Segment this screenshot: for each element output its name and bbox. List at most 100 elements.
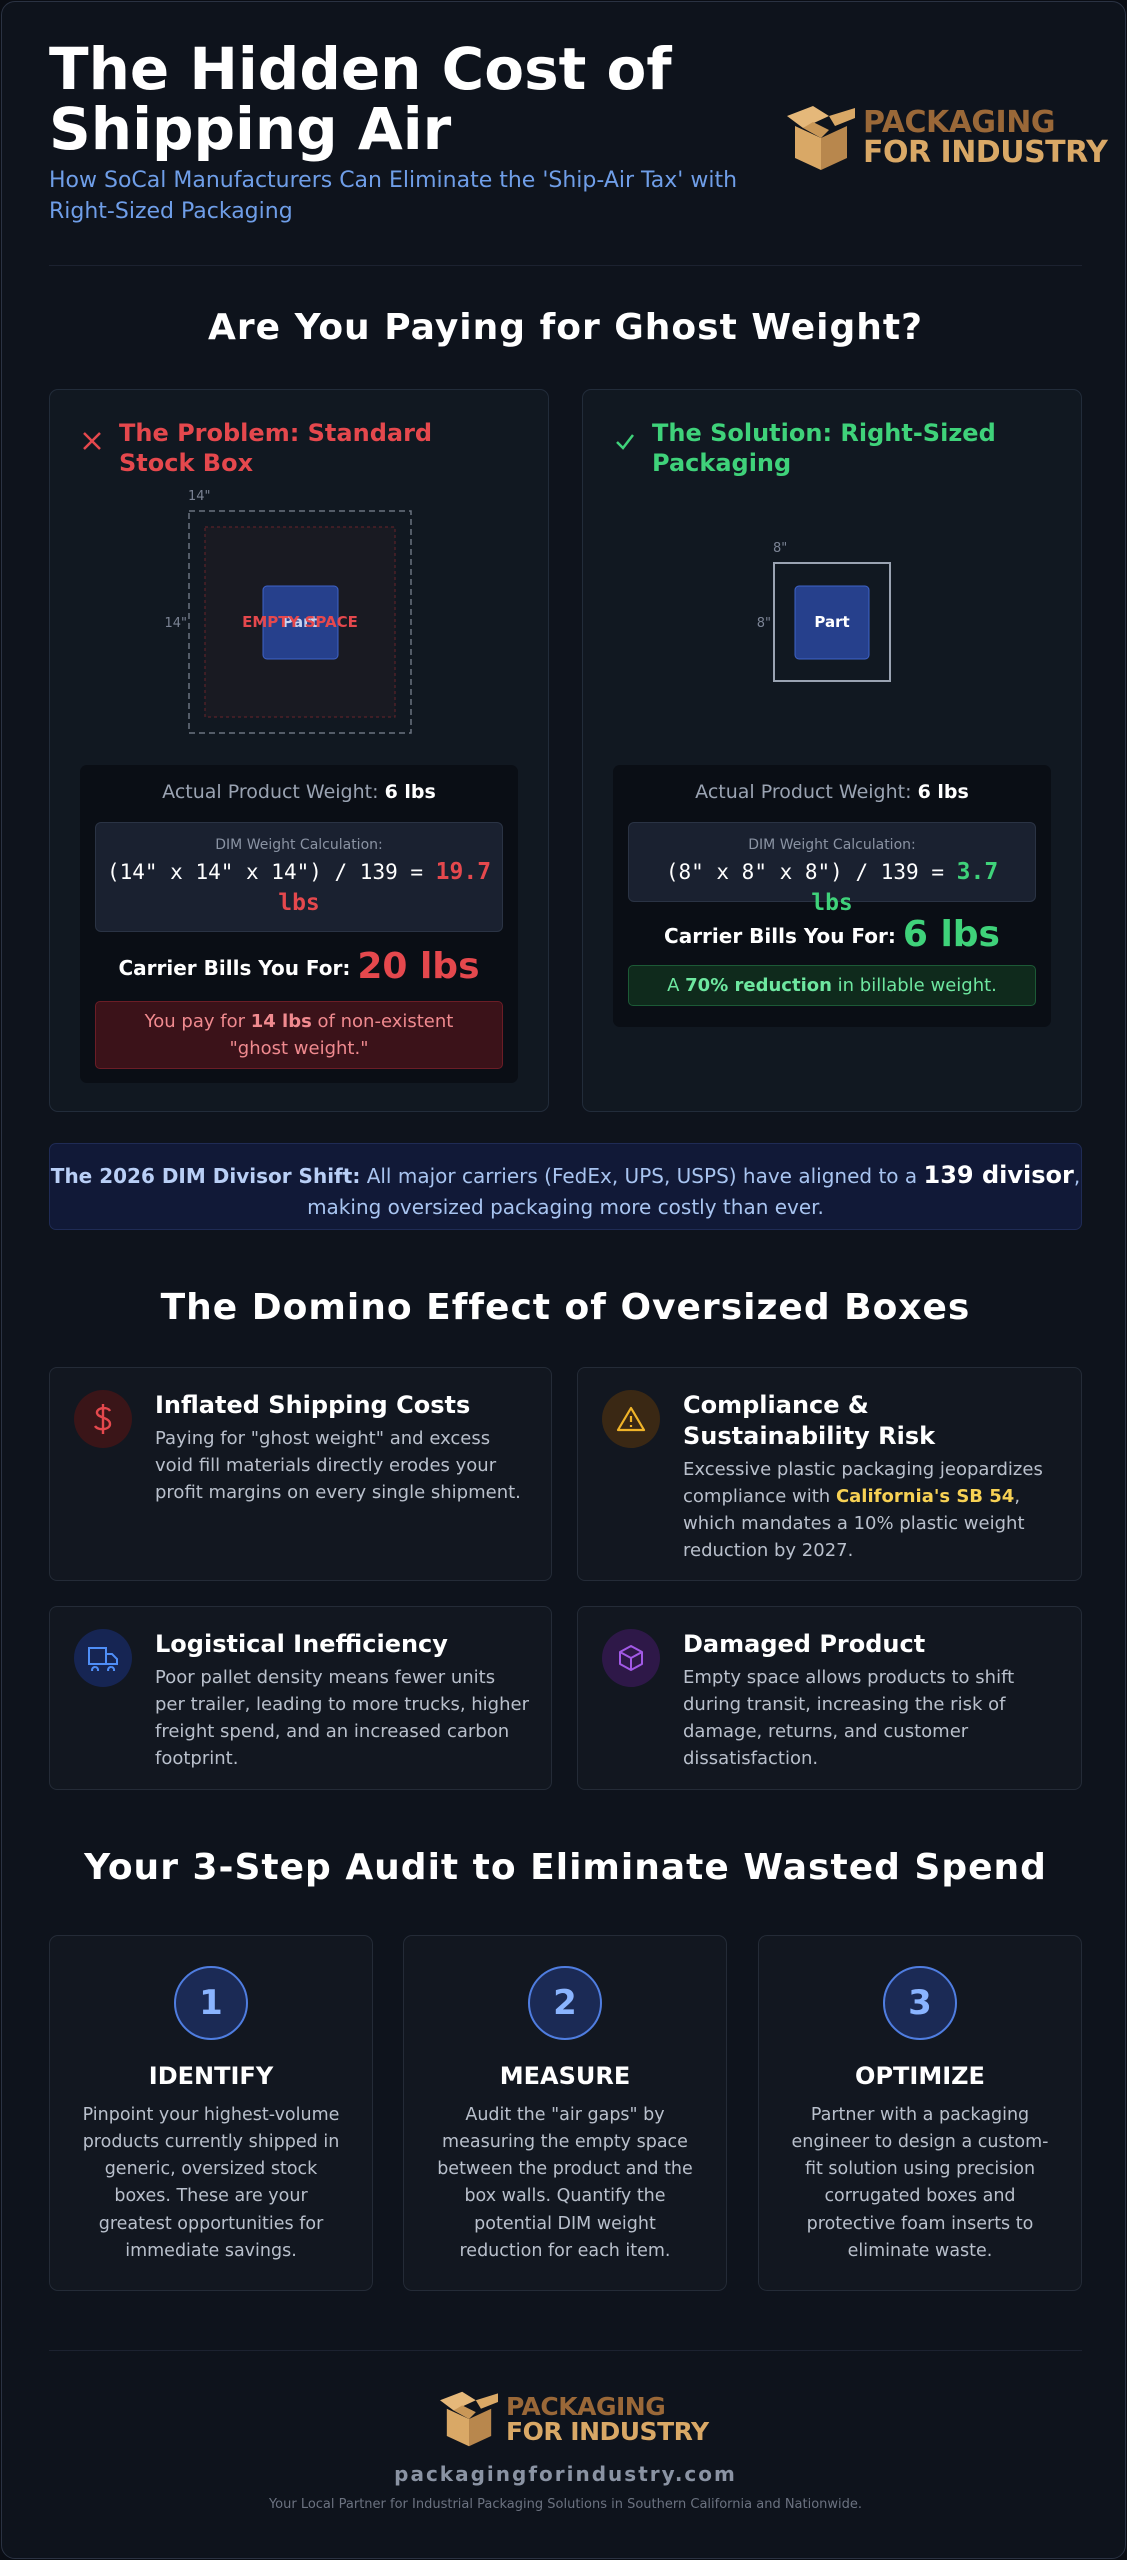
dim-result: 3.7 lbs — [811, 859, 999, 917]
icon — [602, 1390, 660, 1448]
banner-text: All major carriers (FedEx, UPS, USPS) ha… — [366, 1164, 918, 1188]
effect-card: Logistical Inefficiency Poor pallet dens… — [49, 1606, 552, 1790]
banner-emphasis: 139 divisor — [923, 1161, 1074, 1189]
graphic — [440, 2391, 476, 2411]
label: Carrier Bills You For: — [118, 956, 351, 980]
part-box — [794, 585, 870, 660]
card-title: The Problem: Standard Stock Box — [119, 419, 433, 477]
graphic — [453, 2405, 476, 2419]
step-text: Pinpoint your highest-volume products cu… — [82, 2105, 340, 2261]
banner-lead: The 2026 DIM Divisor Shift: — [50, 1164, 361, 1188]
check-icon — [616, 434, 634, 450]
graphic — [83, 432, 101, 450]
logo-text: FOR INDUSTRY — [506, 2417, 709, 2446]
text: Excessive plastic packaging jeopardizes … — [683, 1459, 1043, 1507]
label: Carrier Bills You For: — [664, 924, 896, 948]
graphic — [88, 1647, 118, 1671]
value: 6 lbs — [917, 781, 969, 803]
dim-label: DIM Weight Calculation: — [748, 837, 916, 853]
graphic — [446, 2408, 469, 2447]
graphic — [93, 1404, 112, 1434]
graphic — [88, 1647, 118, 1671]
text: , which mandates a 10% plastic weight re… — [683, 1486, 1025, 1561]
graphic — [93, 1404, 112, 1434]
banner: The 2026 DIM Divisor Shift: All major ca… — [49, 1143, 1082, 1230]
card-title: The Solution: Right-Sized Packaging — [652, 419, 996, 477]
banner-text: , making oversized packaging more costly… — [307, 1164, 1081, 1219]
logo-icon — [787, 106, 855, 170]
effect-text: Excessive plastic packaging jeopardizes … — [683, 1456, 1059, 1564]
step-number: 2 — [528, 1966, 602, 2040]
graphic — [619, 1645, 643, 1671]
note-text: A — [667, 975, 680, 996]
graphic — [616, 1406, 646, 1432]
dimension-label: 8" — [773, 541, 787, 556]
main-title: The Hidden Cost of Shipping Air — [49, 35, 672, 163]
tagline: Your Local Partner for Industrial Packag… — [268, 2497, 863, 2512]
effect-text: Poor pallet density means fewer units pe… — [155, 1667, 529, 1769]
step-title: IDENTIFY — [148, 2062, 274, 2090]
formula: (14" x 14" x 14") / 139 = — [106, 860, 424, 884]
graphic — [475, 2393, 498, 2409]
icon — [602, 1629, 660, 1687]
note-text: of non-existent "ghost weight." — [229, 1011, 454, 1059]
step-number: 3 — [883, 1966, 957, 2040]
note-text: in billable weight. — [837, 975, 997, 996]
effect-text: Empty space allows products to shift dur… — [683, 1667, 1015, 1769]
dimension-label: 14" — [188, 489, 211, 504]
bill-line: Carrier Bills You For: 6 lbs — [613, 914, 1051, 955]
step-title: OPTIMIZE — [855, 2062, 985, 2090]
dim-label: DIM Weight Calculation: — [215, 837, 383, 853]
effect-title: Damaged Product — [683, 1630, 926, 1658]
step-card: 3 OPTIMIZE Partner with a packaging engi… — [758, 1935, 1082, 2291]
fitted-box — [773, 562, 891, 682]
logo-text: FOR INDUSTRY — [863, 135, 1108, 170]
note-value: 14 lbs — [250, 1011, 312, 1032]
stats-panel: Actual Product Weight: 6 lbs DIM Weight … — [613, 765, 1051, 1027]
note-text: You pay for — [144, 1011, 245, 1032]
logo-text: PACKAGING — [506, 2392, 666, 2421]
graphic — [619, 1645, 643, 1671]
logo-icon — [440, 2391, 498, 2447]
effect-card: Compliance & Sustainability Risk Excessi… — [577, 1367, 1082, 1581]
effect-title: Compliance & Sustainability Risk — [683, 1391, 936, 1451]
step-card: 2 MEASURE Audit the "air gaps" by measur… — [403, 1935, 727, 2291]
divider — [49, 2350, 1082, 2351]
icon — [74, 1390, 132, 1448]
step-text: Audit the "air gaps" by measuring the em… — [437, 2105, 693, 2261]
box-diagram: 8" 8" Part — [757, 541, 891, 682]
graphic — [787, 106, 829, 128]
bill-value: 20 lbs — [357, 946, 480, 987]
dim-box: DIM Weight Calculation: (8" x 8" x 8") /… — [628, 822, 1036, 916]
section-heading: Your 3-Step Audit to Eliminate Wasted Sp… — [84, 1847, 1047, 1888]
effect-text: Paying for "ghost weight" and excess voi… — [155, 1428, 521, 1503]
effect-card: Inflated Shipping Costs Paying for "ghos… — [49, 1367, 552, 1581]
effect-title: Inflated Shipping Costs — [155, 1391, 471, 1419]
note-value: 70% reduction — [685, 975, 832, 996]
graphic: PACKAGING FOR INDUSTRY — [506, 2394, 709, 2444]
website[interactable]: packagingforindustry.com — [394, 2462, 737, 2486]
step-title: MEASURE — [499, 2062, 631, 2090]
icon — [74, 1629, 132, 1687]
dimension-label: 8" — [757, 616, 771, 631]
problem-card: The Problem: Standard Stock Box 14" 14" … — [49, 389, 549, 1112]
dimension-label: 14" — [164, 616, 187, 631]
graphic — [829, 108, 855, 126]
effect-card: Damaged Product Empty space allows produ… — [577, 1606, 1082, 1790]
subtitle: How SoCal Manufacturers Can Eliminate th… — [49, 168, 738, 224]
bill-value: 6 lbs — [902, 914, 1000, 955]
graphic — [616, 1406, 646, 1432]
highlight: California's SB 54 — [835, 1486, 1015, 1507]
logo-text: PACKAGING — [863, 105, 1055, 140]
dim-box: DIM Weight Calculation: (14" x 14" x 14"… — [95, 822, 503, 932]
logo: PACKAGING FOR INDUSTRY — [785, 104, 1108, 172]
outer-box — [188, 510, 412, 734]
dim-formula: (14" x 14" x 14") / 139 = 19.7 lbs — [106, 857, 492, 919]
graphic — [803, 122, 829, 138]
note: You pay for 14 lbs of non-existent "ghos… — [95, 1001, 503, 1069]
box-diagram: 14" 14" Part EMPTY SPACE — [164, 489, 412, 734]
part-label: Part — [814, 613, 849, 631]
graphic: PACKAGING FOR INDUSTRY — [863, 105, 1108, 170]
effect-title: Logistical Inefficiency — [155, 1630, 448, 1658]
